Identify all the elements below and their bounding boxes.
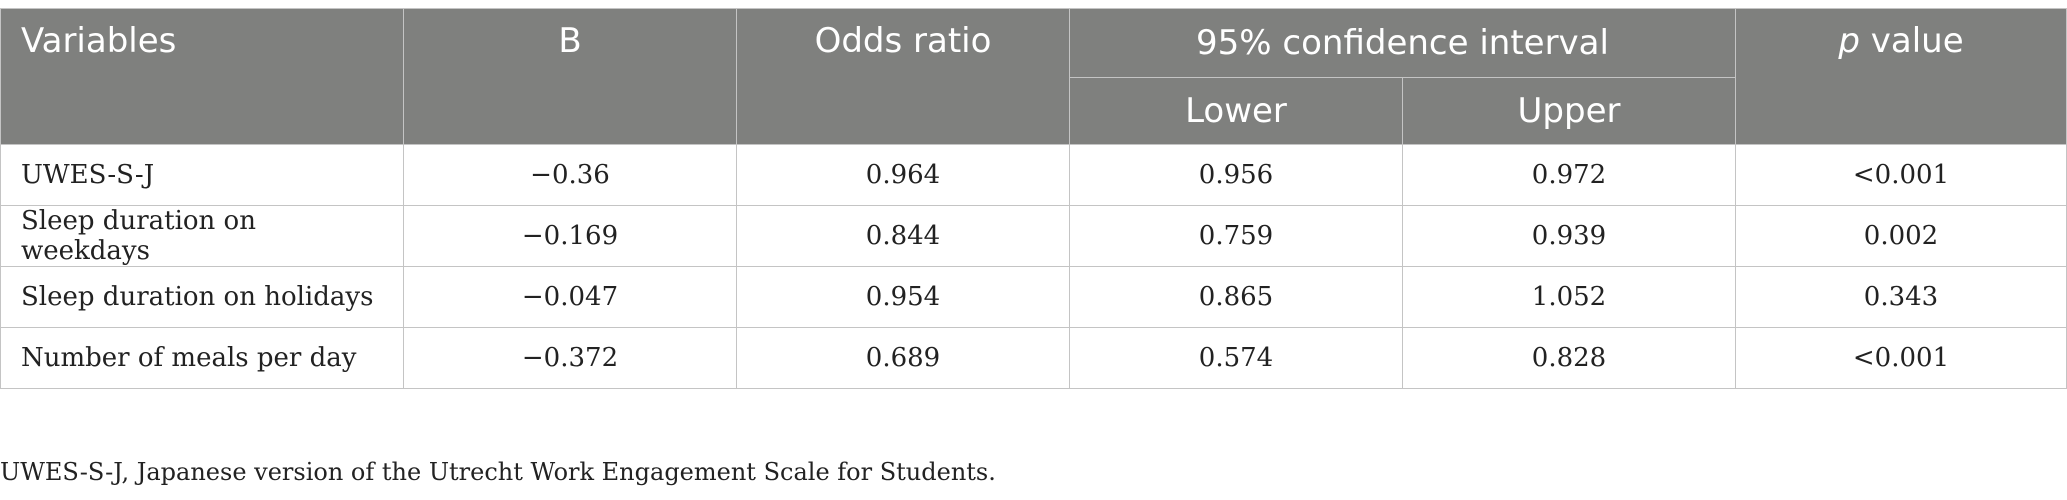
cell-p-value: 0.002: [1735, 205, 2067, 267]
cell-b: −0.169: [403, 205, 737, 267]
cell-upper: 1.052: [1402, 266, 1736, 328]
cell-upper: 0.972: [1402, 144, 1736, 206]
cell-variable: Number of meals per day: [0, 327, 404, 389]
table-row: Number of meals per day −0.372 0.689 0.5…: [0, 327, 2067, 389]
header-upper: Upper: [1402, 77, 1736, 145]
table-body: UWES-S-J −0.36 0.964 0.956 0.972 <0.001 …: [0, 144, 2067, 389]
logistic-regression-table: Variables B Odds ratio 95% confidence in…: [0, 8, 2067, 389]
table-footnote: UWES-S-J, Japanese version of the Utrech…: [0, 458, 996, 486]
header-variables: Variables: [0, 8, 404, 145]
cell-lower: 0.574: [1069, 327, 1403, 389]
cell-p-value: 0.343: [1735, 266, 2067, 328]
table-row: Sleep duration on holidays −0.047 0.954 …: [0, 266, 2067, 328]
results-table-container: Variables B Odds ratio 95% confidence in…: [0, 8, 2067, 389]
cell-odds-ratio: 0.964: [736, 144, 1070, 206]
cell-p-value: <0.001: [1735, 327, 2067, 389]
cell-variable: UWES-S-J: [0, 144, 404, 206]
table-header: Variables B Odds ratio 95% confidence in…: [0, 8, 2067, 145]
table-row: Sleep duration on weekdays −0.169 0.844 …: [0, 205, 2067, 267]
cell-lower: 0.759: [1069, 205, 1403, 267]
cell-odds-ratio: 0.689: [736, 327, 1070, 389]
header-p-letter: p: [1838, 21, 1860, 61]
header-b: B: [403, 8, 737, 145]
cell-odds-ratio: 0.844: [736, 205, 1070, 267]
header-value-word: value: [1859, 21, 1964, 61]
cell-lower: 0.865: [1069, 266, 1403, 328]
cell-lower: 0.956: [1069, 144, 1403, 206]
header-lower: Lower: [1069, 77, 1403, 145]
header-confidence-interval: 95% confidence interval: [1069, 8, 1736, 78]
cell-variable: Sleep duration on holidays: [0, 266, 404, 328]
header-odds-ratio: Odds ratio: [736, 8, 1070, 145]
table-row: UWES-S-J −0.36 0.964 0.956 0.972 <0.001: [0, 144, 2067, 206]
cell-p-value: <0.001: [1735, 144, 2067, 206]
cell-b: −0.372: [403, 327, 737, 389]
cell-b: −0.36: [403, 144, 737, 206]
cell-upper: 0.828: [1402, 327, 1736, 389]
header-p-value: p value: [1735, 8, 2067, 145]
cell-odds-ratio: 0.954: [736, 266, 1070, 328]
cell-variable: Sleep duration on weekdays: [0, 205, 404, 267]
cell-upper: 0.939: [1402, 205, 1736, 267]
cell-b: −0.047: [403, 266, 737, 328]
